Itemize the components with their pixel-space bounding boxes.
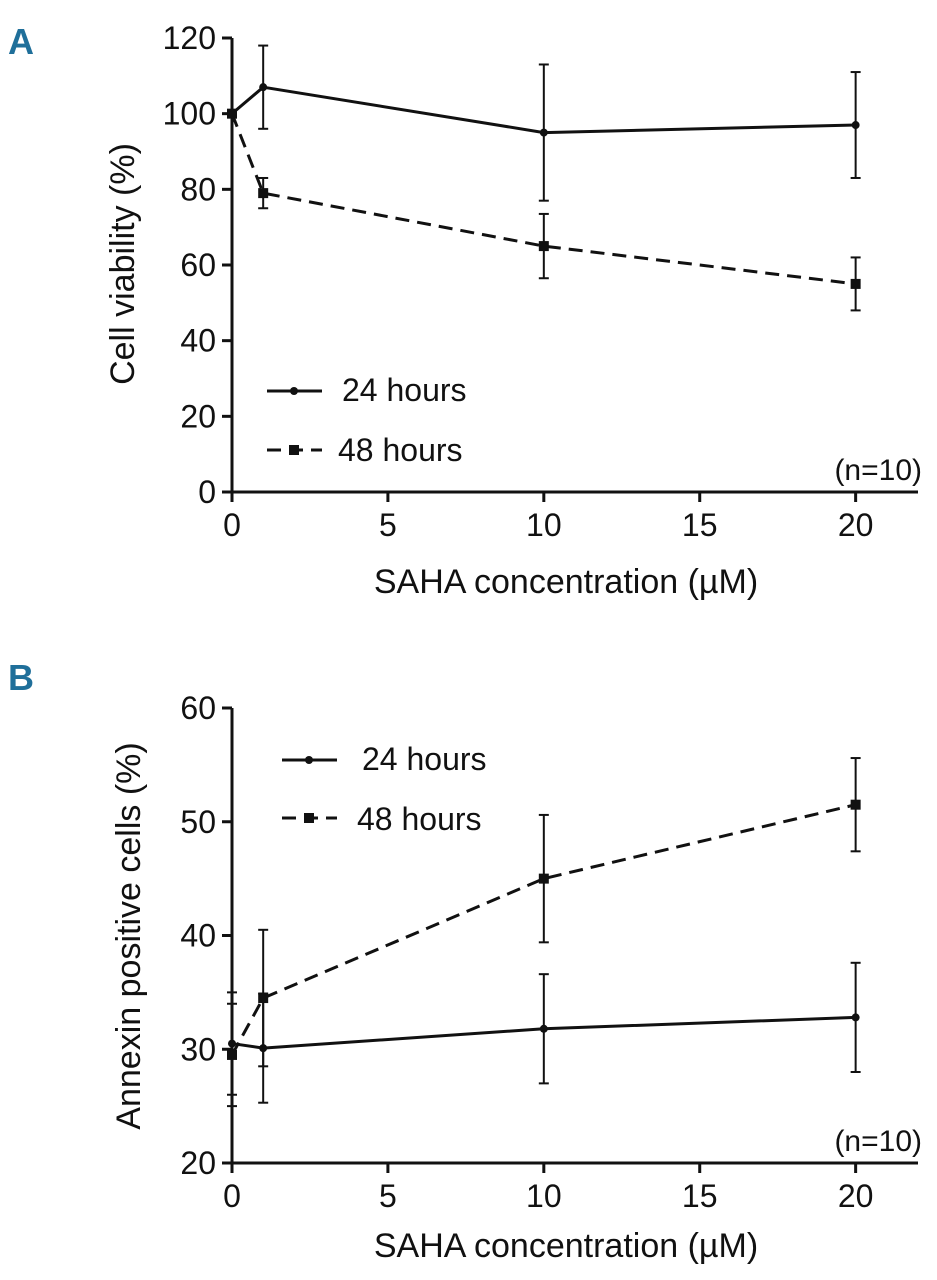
series-line-24h [231,1015,856,1050]
sample-size-note: (n=10) [834,454,922,487]
data-point-48h [258,993,269,1004]
panel-label: B [8,657,34,698]
y-tick-label: 100 [163,96,216,132]
y-tick-label: 80 [180,171,216,207]
y-tick-label: 50 [180,804,216,840]
legend-label-24h: 24 hours [362,741,487,777]
y-tick-label: 40 [180,918,216,954]
x-tick-label: 5 [379,507,397,543]
x-tick-label: 20 [838,1178,874,1214]
plot-area: 20 30 40 50 60 0 5 10 15 20 [180,690,918,1214]
plot-area: 0 20 40 60 80 100 120 0 5 10 15 20 [163,20,918,543]
y-tick-label: 120 [163,20,216,56]
legend-marker-48h [289,445,299,455]
y-tick-label: 60 [180,247,216,283]
y-tick-label: 20 [180,398,216,434]
legend: 24 hours 48 hours [282,741,487,837]
data-point-48h [850,799,861,810]
legend-label-48h: 48 hours [357,801,482,837]
x-axis-label: SAHA concentration (µM) [374,563,758,601]
legend-marker-48h [304,813,314,823]
x-tick-label: 10 [526,507,562,543]
x-tick-label: 20 [838,507,874,543]
data-point-24h [851,1013,860,1022]
data-point-48h [538,241,549,252]
y-tick-label: 0 [198,474,216,510]
x-tick-label: 15 [682,1178,718,1214]
panel-b: B 20 30 40 50 60 0 5 10 15 20 SAHA concentration … [8,657,922,1265]
data-point-48h [227,1049,237,1060]
x-tick-label: 5 [379,1178,397,1214]
x-tick-label: 10 [526,1178,562,1214]
y-tick-label: 60 [180,690,216,726]
legend: 24 hours 48 hours [267,372,467,468]
data-point-24h [851,121,860,130]
panel-a: A 0 20 40 60 80 100 120 0 5 10 15 20 SAHA concentra… [8,20,922,601]
y-tick-label: 30 [180,1031,216,1067]
x-tick-label: 15 [682,507,718,543]
series-line-48h [230,113,856,286]
y-axis-label: Cell viability (%) [104,143,142,385]
legend-label-48h: 48 hours [338,432,463,468]
y-axis-label: Annexin positive cells (%) [110,742,148,1129]
y-tick-label: 40 [180,323,216,359]
series-line-48h [230,803,856,1056]
data-point-48h [227,108,237,119]
sample-size-note: (n=10) [834,1125,922,1158]
x-tick-label: 0 [223,507,241,543]
y-tick-label: 20 [180,1145,216,1181]
panel-label: A [8,21,34,62]
data-point-24h [539,1024,548,1033]
legend-marker-24h [305,756,313,764]
data-point-48h [258,188,269,199]
legend-marker-24h [290,387,298,395]
data-point-24h [259,83,268,92]
data-point-48h [850,278,861,289]
data-point-48h [538,873,549,884]
data-point-24h [539,128,548,137]
x-tick-label: 0 [223,1178,241,1214]
x-axis-label: SAHA concentration (µM) [374,1227,758,1265]
series-line-24h [231,85,856,135]
legend-label-24h: 24 hours [342,372,467,408]
